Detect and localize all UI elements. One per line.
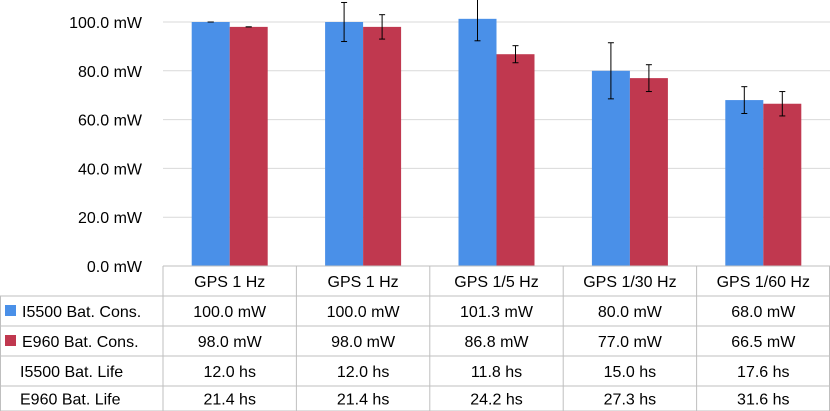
- data-label: 98.0 mW: [198, 334, 263, 351]
- y-tick-label: 20.0 mW: [78, 210, 143, 227]
- data-label: 86.8 mW: [464, 334, 529, 351]
- data-label: 21.4 hs: [337, 392, 389, 409]
- data-label: 100.0 mW: [327, 304, 401, 321]
- error-bar-i5500-bat-cons-1: [341, 1, 348, 43]
- bar-i5500-bat-cons-4: [725, 100, 764, 266]
- data-label: 31.6 hs: [737, 392, 789, 409]
- y-axis-ticks: 0.0 mW 20.0 mW 40.0 mW 60.0 mW 80.0 mW 100.0 …: [69, 15, 143, 276]
- data-label: 21.4 hs: [203, 392, 255, 409]
- category-label: GPS 1/5 Hz: [454, 274, 538, 291]
- data-label: 11.8 hs: [471, 364, 522, 381]
- bar-i5500-bat-cons-2: [458, 18, 497, 266]
- data-label: 101.3 mW: [460, 304, 534, 321]
- bar-e960-bat-cons-1: [363, 26, 402, 266]
- y-tick-label: 80.0 mW: [78, 64, 143, 81]
- error-bar-e960-bat-cons-4: [779, 91, 786, 117]
- error-bar-e960-bat-cons-1: [379, 14, 386, 40]
- data-label: 77.0 mW: [598, 334, 663, 351]
- legend-swatch-e960-bat-cons: [5, 335, 16, 346]
- category-label: GPS 1 Hz: [194, 274, 265, 291]
- error-bar-e960-bat-cons-3: [645, 64, 652, 93]
- data-label: 68.0 mW: [731, 304, 796, 321]
- bar-e960-bat-cons-3: [629, 78, 668, 267]
- category-label: GPS 1/30 Hz: [583, 274, 676, 291]
- bar-i5500-bat-cons-3: [591, 70, 630, 266]
- bar-i5500-bat-cons-1: [325, 22, 364, 266]
- error-bars: [207, 0, 786, 117]
- y-tick-label: 60.0 mW: [78, 113, 143, 130]
- bar-e960-bat-cons-0: [229, 26, 268, 266]
- error-bar-i5500-bat-cons-3: [607, 42, 614, 100]
- error-bar-i5500-bat-cons-2: [474, 0, 481, 42]
- error-bar-i5500-bat-cons-4: [741, 86, 748, 114]
- bars: [191, 18, 802, 267]
- bar-e960-bat-cons-2: [496, 54, 535, 266]
- data-label: 15.0 hs: [604, 364, 656, 381]
- bar-i5500-bat-cons-0: [191, 22, 230, 266]
- category-label: GPS 1 Hz: [328, 274, 399, 291]
- data-label: 27.3 hs: [604, 392, 656, 409]
- data-label: 24.2 hs: [470, 392, 522, 409]
- row-label-e960-bat-cons: E960 Bat. Cons.: [22, 334, 139, 351]
- row-label-i5500-bat-life: I5500 Bat. Life: [20, 364, 123, 381]
- data-label: 12.0 hs: [337, 364, 389, 381]
- row-label-i5500-bat-cons: I5500 Bat. Cons.: [22, 304, 141, 321]
- data-label: 100.0 mW: [193, 304, 267, 321]
- data-table: GPS 1 Hz GPS 1 Hz GPS 1/5 Hz GPS 1/30 Hz GPS…: [5, 274, 810, 409]
- y-tick-label: 40.0 mW: [78, 161, 143, 178]
- row-label-e960-bat-life: E960 Bat. Life: [20, 392, 121, 409]
- category-label: GPS 1/60 Hz: [717, 274, 810, 291]
- bar-e960-bat-cons-4: [763, 103, 802, 267]
- data-table-grid: [0, 265, 830, 411]
- data-label: 12.0 hs: [203, 364, 255, 381]
- error-bar-e960-bat-cons-2: [512, 45, 519, 64]
- data-label: 17.6 hs: [737, 364, 789, 381]
- data-label: 98.0 mW: [331, 334, 396, 351]
- y-tick-label: 0.0 mW: [87, 259, 143, 276]
- data-label: 80.0 mW: [598, 304, 663, 321]
- y-tick-label: 100.0 mW: [69, 15, 143, 32]
- data-label: 66.5 mW: [731, 334, 796, 351]
- legend-swatch-i5500-bat-cons: [5, 305, 16, 316]
